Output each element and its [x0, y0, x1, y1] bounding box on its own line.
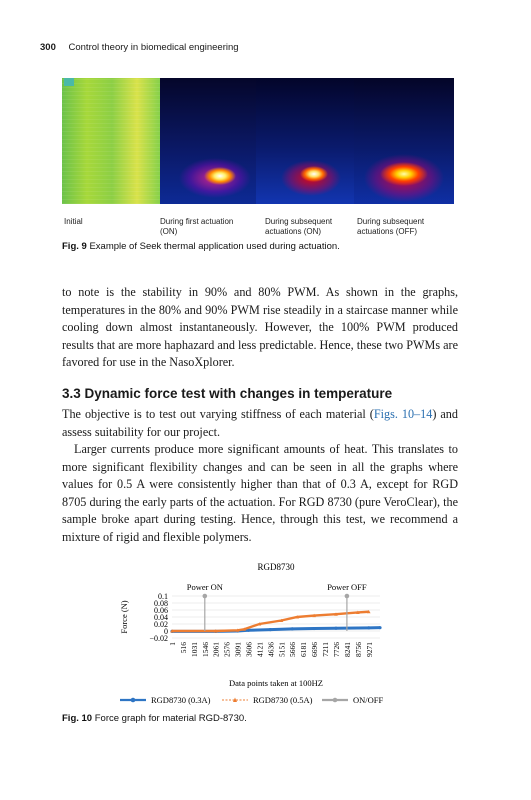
- x-tick-label: 5151: [277, 642, 286, 657]
- y-tick-label: 0.04: [154, 613, 168, 622]
- marker-icon: [64, 78, 74, 86]
- thermal-caption-line: actuations (OFF): [357, 227, 418, 236]
- x-tick-label: 3606: [245, 642, 254, 657]
- data-point: [334, 612, 338, 616]
- data-point: [213, 629, 218, 633]
- page-header: 300 Control theory in biomedical enginee…: [40, 42, 239, 53]
- figure-link[interactable]: Figs. 10–14: [373, 407, 433, 421]
- data-point: [170, 629, 174, 633]
- x-tick-label: 1031: [190, 642, 199, 657]
- figure-caption-text: Force graph for material RGD-8730.: [94, 713, 247, 724]
- thermal-image-first-actuation: [160, 78, 260, 204]
- data-point: [242, 627, 246, 631]
- x-tick-label: 1546: [201, 642, 210, 657]
- legend-label: RGD8730 (0.3A): [151, 695, 211, 705]
- data-point: [312, 626, 316, 631]
- data-point: [312, 613, 316, 618]
- thermal-caption-line: actuations (ON): [265, 227, 322, 236]
- data-point: [279, 618, 284, 622]
- on-off-marker: [202, 593, 208, 599]
- paragraph-text: ) and assess suitability for our project…: [62, 407, 458, 439]
- body-paragraph-2: The objective is to test out varying sti…: [62, 406, 458, 441]
- thermal-caption-first: During first actuation (ON): [160, 217, 233, 237]
- data-point: [356, 610, 360, 614]
- y-tick-label: 0.08: [154, 599, 168, 608]
- page-number: 300: [40, 42, 56, 53]
- figure-10-caption: Fig. 10 Force graph for material RGD-873…: [62, 713, 247, 724]
- body-paragraph-1: to note is the stability in 90% and 80% …: [62, 285, 458, 369]
- x-tick-label: 4121: [255, 642, 264, 657]
- x-tick-label: 6696: [310, 642, 319, 657]
- thermal-image-subsequent-on: [256, 78, 356, 204]
- thermal-caption-line: During first actuation: [160, 217, 234, 226]
- thermal-caption-line: During subsequent: [265, 217, 333, 226]
- thermal-caption-subsequent-on: During subsequent actuations (ON): [265, 217, 332, 237]
- chart-title: RGD8730: [257, 562, 295, 572]
- data-point: [366, 609, 371, 614]
- section-heading: 3.3 Dynamic force test with changes in t…: [62, 386, 393, 401]
- legend-label: RGD8730 (0.5A): [253, 695, 313, 705]
- x-tick-label: 1: [168, 642, 177, 646]
- body-paragraph-3: Larger currents produce more significant…: [62, 442, 458, 544]
- y-tick-label: 0.06: [154, 606, 168, 615]
- thermal-caption-line: (ON): [160, 227, 178, 236]
- data-point: [246, 628, 251, 632]
- x-tick-label: 2061: [212, 642, 221, 657]
- paragraph-text: The objective is to test out varying sti…: [62, 407, 374, 421]
- force-chart: RGD8730 0.10.080.060.040.020−0.02 Force (N…: [119, 562, 384, 705]
- thermal-caption-subsequent-off: During subsequent actuations (OFF): [357, 217, 424, 237]
- legend-marker: [130, 697, 136, 703]
- data-point: [295, 615, 300, 619]
- y-axis-label: Force (N): [119, 600, 129, 633]
- chart-annotation: Power OFF: [327, 582, 367, 592]
- x-tick-label: 3091: [234, 642, 243, 657]
- x-tick-label: 2576: [223, 642, 232, 657]
- x-axis-label: Data points taken at 100HZ: [229, 678, 323, 688]
- data-point: [290, 627, 294, 631]
- legend-marker: [332, 697, 338, 703]
- y-tick-label: −0.02: [149, 634, 168, 643]
- x-tick-label: 8756: [354, 642, 363, 657]
- thermal-caption-line: During subsequent: [357, 217, 425, 226]
- data-point: [334, 626, 338, 630]
- legend-marker: [233, 697, 237, 702]
- x-tick-label: 6181: [299, 642, 308, 657]
- x-tick-label: 8241: [343, 642, 352, 657]
- data-point: [378, 626, 382, 630]
- chart-annotation: Power ON: [187, 582, 223, 592]
- y-tick-label: 0: [164, 627, 168, 636]
- y-tick-label: 0.1: [158, 592, 168, 601]
- data-point: [257, 622, 262, 626]
- x-tick-label: 4636: [266, 642, 275, 657]
- x-tick-label: 7726: [332, 642, 341, 657]
- x-tick-label: 516: [179, 642, 188, 654]
- data-point: [268, 628, 272, 632]
- thermal-caption-line: Initial: [64, 217, 83, 226]
- thermal-caption-initial: Initial: [64, 217, 83, 227]
- on-off-marker: [344, 593, 350, 599]
- figure-caption-text: Example of Seek thermal application used…: [89, 241, 340, 252]
- figure-label: Fig. 10: [62, 713, 93, 724]
- figure-label: Fig. 9: [62, 241, 87, 252]
- running-title: Control theory in biomedical engineering: [68, 42, 239, 53]
- thermal-image-subsequent-off: [354, 78, 454, 204]
- x-tick-label: 7211: [321, 642, 330, 657]
- data-point: [367, 626, 371, 630]
- x-tick-label: 5666: [288, 642, 297, 657]
- data-point: [235, 628, 240, 632]
- thermal-image-initial: [62, 78, 162, 204]
- legend-label: ON/OFF: [353, 695, 384, 705]
- x-tick-label: 9271: [365, 642, 374, 657]
- y-tick-label: 0.02: [154, 620, 168, 629]
- figure-9-caption: Fig. 9 Example of Seek thermal applicati…: [62, 241, 340, 252]
